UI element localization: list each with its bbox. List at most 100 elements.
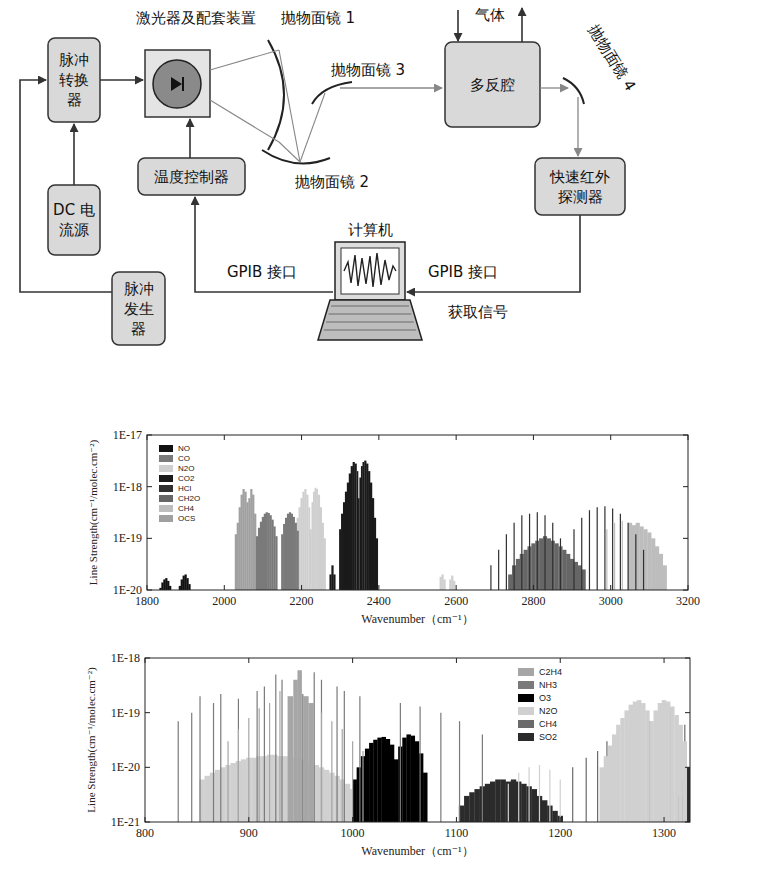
spectral-line (268, 513, 270, 590)
x-tick (301, 585, 302, 590)
spectral-line (616, 725, 620, 822)
y-tick-label: 1E-18 (111, 651, 140, 665)
y-tick (145, 658, 150, 659)
spectral-line (230, 763, 235, 822)
y-tick-label: 1E-21 (111, 815, 140, 829)
legend-label: O3 (539, 693, 551, 703)
spectral-line (282, 756, 287, 822)
y-tick-label: 1E-18 (113, 480, 142, 494)
label: 器 (131, 320, 146, 338)
x-tick (378, 435, 379, 440)
spectral-line (641, 703, 645, 822)
label: 快速红外 (549, 168, 610, 186)
spectral-line (275, 674, 276, 822)
spectral-line (597, 507, 598, 590)
spectral-line (220, 694, 221, 822)
spectral-line (357, 471, 358, 590)
legend-label: N2O (178, 464, 194, 473)
beam (279, 50, 300, 162)
y-tick (147, 435, 152, 436)
x-tick (560, 817, 561, 822)
spectral-line (273, 526, 275, 590)
spectral-line (529, 514, 530, 590)
spectral-line (498, 550, 499, 590)
spectral-line (368, 471, 370, 590)
spectral-line (185, 574, 187, 590)
spectral-line (320, 507, 322, 590)
legend-label: CH4 (178, 504, 195, 513)
spectral-line (183, 576, 185, 590)
keyboard-row (326, 322, 414, 323)
spectral-line (560, 779, 561, 822)
legend-swatch (518, 694, 534, 702)
keyboard-row (324, 330, 416, 331)
spectral-line (643, 550, 644, 590)
label: 流源 (59, 221, 89, 239)
x-tick-label: 3200 (676, 594, 700, 608)
legend-swatch (159, 485, 173, 492)
mirror (563, 78, 584, 104)
connector (20, 80, 112, 292)
spectral-line (362, 462, 364, 590)
spectral-line (347, 483, 349, 590)
spectral-line (372, 498, 374, 590)
laser-box (145, 50, 210, 117)
multipass-cell (445, 42, 540, 127)
spectral-line (373, 740, 377, 822)
spectral-line (259, 708, 260, 822)
spectral-line (242, 489, 244, 590)
temperature-controller (138, 158, 245, 195)
figure: 脉冲转换器DC 电流源脉冲发生器温度控制器多反腔快速红外探测器激光器及配套装置抛… (0, 0, 768, 876)
spectral-line (237, 523, 239, 590)
spectral-line (589, 510, 590, 590)
x-tick (145, 817, 146, 822)
diode-symbol (171, 77, 182, 91)
x-tick (147, 585, 148, 590)
gas-inlet (457, 10, 459, 41)
spectral-line (254, 514, 256, 590)
diode-bar (182, 77, 184, 91)
x-tick (688, 435, 689, 440)
x-tick (664, 817, 665, 822)
spectral-line (453, 581, 455, 590)
spectral-line (394, 759, 398, 822)
spectral-line (349, 473, 351, 590)
x-tick (456, 435, 457, 440)
spectral-line (474, 789, 479, 822)
legend: NOCON2OCO2HClCH2OCH4OCS (159, 444, 200, 523)
spectral-line (649, 721, 653, 822)
legend-label: HCl (178, 484, 192, 493)
spectral-line (169, 586, 171, 590)
connector (73, 124, 75, 185)
spectral-line (324, 538, 326, 590)
series (161, 574, 190, 590)
spectral-line (241, 759, 246, 822)
spectral-line (215, 770, 220, 822)
label: 温度控制器 (154, 168, 229, 186)
spectral-line (199, 696, 200, 822)
spectral-line (539, 538, 543, 590)
mirror (262, 150, 330, 163)
spectral-line (322, 523, 324, 590)
x-tick (560, 658, 561, 663)
spectral-line (358, 498, 359, 590)
label: 脉冲 (59, 51, 89, 69)
spectral-line (674, 715, 678, 822)
spectral-line (521, 515, 522, 590)
legend-label: NO (178, 444, 190, 453)
spectral-line (239, 507, 241, 590)
spectral-line (302, 492, 304, 590)
spectral-line (490, 565, 491, 590)
spectral-line (511, 779, 516, 822)
spectral-line (633, 702, 637, 822)
beam (210, 100, 279, 142)
spectral-line (179, 586, 181, 590)
spectral-line (281, 680, 282, 822)
label: DC 电 (53, 201, 95, 219)
spectral-line (161, 582, 163, 590)
label: 计算机 (348, 221, 393, 239)
pulse-generator (112, 272, 165, 345)
spectral-line (506, 534, 507, 590)
mirror (268, 40, 284, 150)
legend-label: CH2O (178, 494, 200, 503)
